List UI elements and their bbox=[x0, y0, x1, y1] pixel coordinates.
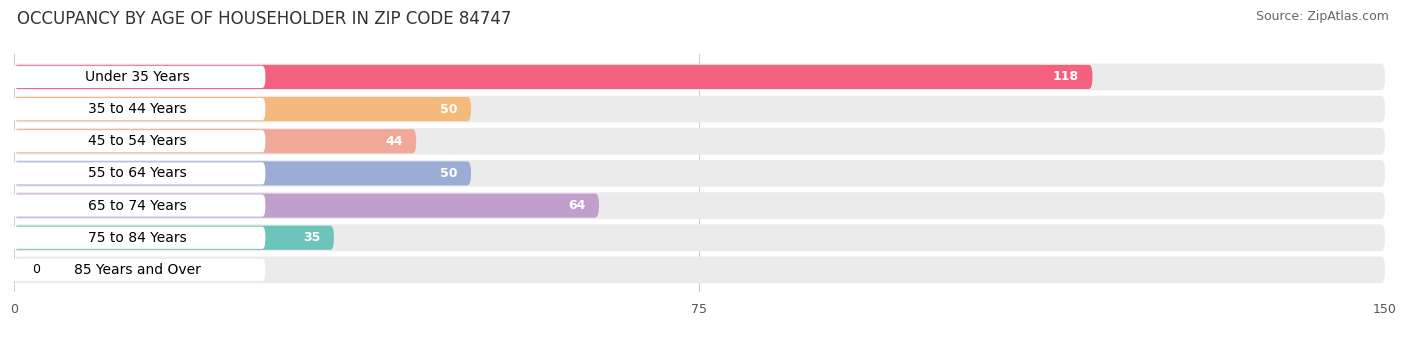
FancyBboxPatch shape bbox=[10, 130, 266, 152]
FancyBboxPatch shape bbox=[14, 96, 1385, 122]
Text: 55 to 64 Years: 55 to 64 Years bbox=[89, 166, 187, 181]
FancyBboxPatch shape bbox=[10, 162, 266, 185]
Text: 75 to 84 Years: 75 to 84 Years bbox=[89, 231, 187, 245]
FancyBboxPatch shape bbox=[14, 257, 1385, 283]
FancyBboxPatch shape bbox=[14, 64, 1385, 90]
FancyBboxPatch shape bbox=[10, 227, 266, 249]
Text: 0: 0 bbox=[32, 264, 41, 276]
FancyBboxPatch shape bbox=[14, 128, 1385, 155]
Text: 64: 64 bbox=[568, 199, 585, 212]
FancyBboxPatch shape bbox=[14, 65, 1092, 89]
Text: 35 to 44 Years: 35 to 44 Years bbox=[89, 102, 187, 116]
FancyBboxPatch shape bbox=[14, 162, 471, 185]
Text: 65 to 74 Years: 65 to 74 Years bbox=[89, 199, 187, 212]
FancyBboxPatch shape bbox=[14, 193, 599, 218]
Text: 45 to 54 Years: 45 to 54 Years bbox=[89, 134, 187, 148]
FancyBboxPatch shape bbox=[10, 66, 266, 88]
FancyBboxPatch shape bbox=[14, 226, 335, 250]
Text: 118: 118 bbox=[1053, 70, 1078, 83]
Text: 85 Years and Over: 85 Years and Over bbox=[75, 263, 201, 277]
FancyBboxPatch shape bbox=[10, 98, 266, 120]
FancyBboxPatch shape bbox=[14, 129, 416, 153]
FancyBboxPatch shape bbox=[14, 97, 471, 121]
FancyBboxPatch shape bbox=[14, 192, 1385, 219]
Text: 50: 50 bbox=[440, 103, 457, 116]
FancyBboxPatch shape bbox=[14, 224, 1385, 251]
Text: 44: 44 bbox=[385, 135, 402, 148]
Text: Under 35 Years: Under 35 Years bbox=[84, 70, 190, 84]
Text: OCCUPANCY BY AGE OF HOUSEHOLDER IN ZIP CODE 84747: OCCUPANCY BY AGE OF HOUSEHOLDER IN ZIP C… bbox=[17, 10, 512, 28]
Text: Source: ZipAtlas.com: Source: ZipAtlas.com bbox=[1256, 10, 1389, 23]
Text: 35: 35 bbox=[302, 231, 321, 244]
Text: 50: 50 bbox=[440, 167, 457, 180]
FancyBboxPatch shape bbox=[10, 194, 266, 217]
FancyBboxPatch shape bbox=[14, 160, 1385, 187]
FancyBboxPatch shape bbox=[10, 259, 266, 281]
